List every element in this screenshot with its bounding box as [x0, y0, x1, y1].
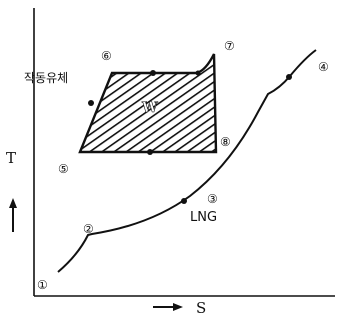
marker-3: ③	[207, 192, 218, 206]
marker-8: ⑧	[220, 135, 231, 149]
marker-6: ⑥	[101, 49, 112, 63]
marker-2: ②	[83, 222, 94, 236]
cycle-point	[150, 70, 156, 76]
x-arrow-head	[173, 303, 183, 311]
lng-label: LNG	[190, 210, 217, 225]
marker-4: ④	[318, 60, 329, 74]
y-arrow-head	[9, 198, 17, 208]
work-label: W	[141, 100, 158, 116]
lng-point	[286, 74, 292, 80]
cycle-point	[147, 149, 153, 155]
marker-7: ⑦	[224, 39, 235, 53]
y-axis-label: T	[6, 149, 16, 167]
marker-5: ⑤	[58, 162, 69, 176]
cycle-point	[195, 70, 201, 76]
lng-point	[181, 198, 187, 204]
cycle-point	[88, 100, 94, 106]
working-fluid-label: 작동유체	[24, 71, 68, 85]
marker-1: ①	[37, 278, 48, 292]
x-axis-label: S	[196, 299, 206, 317]
